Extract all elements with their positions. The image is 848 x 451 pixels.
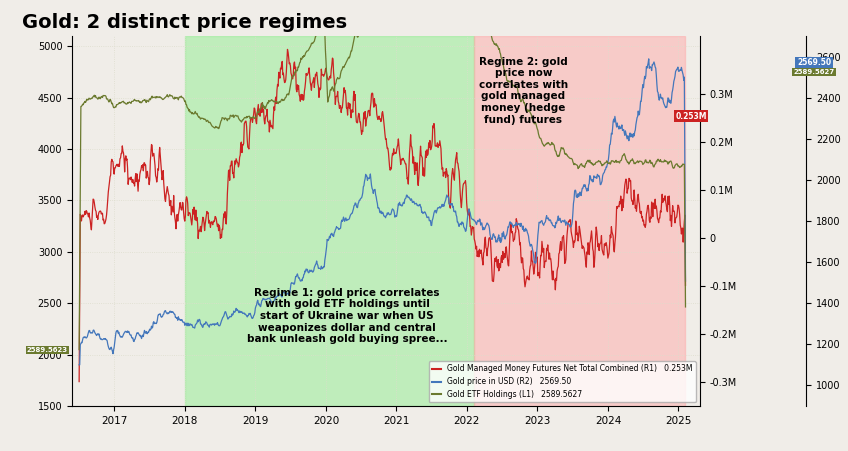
Legend: Gold Managed Money Futures Net Total Combined (R1)   0.253M, Gold price in USD (: Gold Managed Money Futures Net Total Com… (429, 361, 695, 402)
Text: Regime 1: gold price correlates
with gold ETF holdings until
start of Ukraine wa: Regime 1: gold price correlates with gol… (247, 288, 448, 344)
Text: 2589.5623: 2589.5623 (27, 346, 68, 353)
Text: Regime 2: gold
price now
correlates with
gold managed
money (hedge
fund) futures: Regime 2: gold price now correlates with… (479, 57, 568, 124)
Text: 2589.5627: 2589.5627 (794, 69, 834, 75)
Bar (474, 36, 685, 406)
Text: 0.253M: 0.253M (675, 112, 707, 121)
Text: 2569.50: 2569.50 (797, 59, 831, 68)
Text: Gold: 2 distinct price regimes: Gold: 2 distinct price regimes (22, 13, 347, 32)
Bar (185, 36, 474, 406)
